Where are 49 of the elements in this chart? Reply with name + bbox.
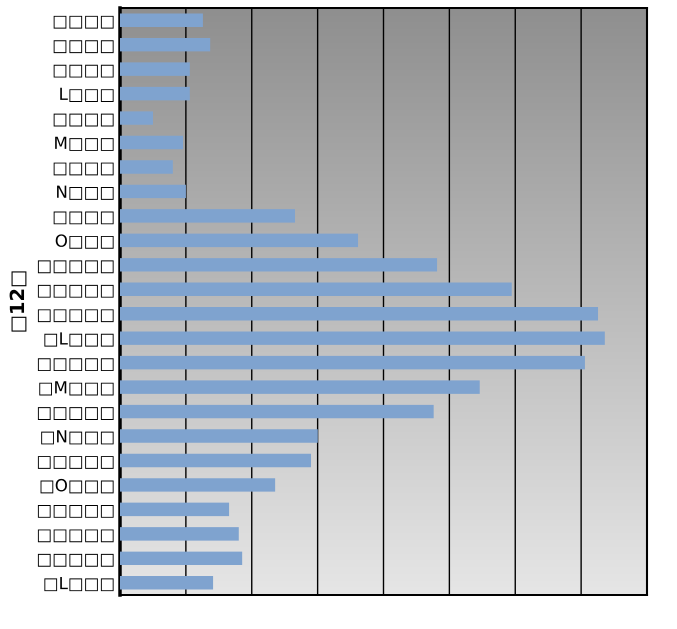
y-tick-label: □□□□□	[38, 309, 114, 322]
bar	[120, 380, 480, 394]
bar	[120, 454, 312, 468]
y-tick-label: □□□□	[54, 114, 114, 126]
bar	[120, 282, 512, 296]
y-tick-label: □□□□□	[38, 284, 114, 298]
y-tick-label: □□□□	[54, 64, 114, 78]
bar	[120, 111, 153, 125]
bar	[120, 576, 214, 590]
bar	[120, 478, 276, 492]
y-axis-title: □12□	[10, 271, 26, 332]
bar	[120, 14, 203, 27]
y-tick-label: □□□□□	[38, 456, 114, 469]
y-tick-label: L□□□	[60, 88, 114, 102]
y-tick-label: □□□□□	[38, 260, 114, 274]
y-tick-label: □M□□□	[39, 381, 114, 396]
y-tick-label: □□□□□	[38, 358, 114, 372]
y-tick-label: O□□□	[56, 234, 114, 249]
y-tick-label: □□□□□	[38, 505, 114, 518]
bar	[120, 331, 605, 345]
bar	[120, 86, 190, 100]
bar	[120, 160, 173, 174]
bar	[120, 38, 210, 52]
bar	[120, 307, 598, 320]
y-tick-label: □□□□	[54, 16, 114, 29]
y-tick-label: □□□□□	[38, 407, 114, 420]
y-tick-label: M□□□	[55, 136, 114, 151]
bar	[120, 404, 434, 418]
bar	[120, 429, 318, 443]
bar	[120, 184, 186, 198]
y-tick-label: □□□□□	[38, 529, 114, 542]
y-tick-label: □N□□□	[41, 430, 114, 444]
bar	[120, 234, 358, 248]
y-tick-label: □□□□	[54, 212, 114, 224]
bar	[120, 502, 230, 516]
y-tick-label: □□□□	[54, 162, 114, 176]
y-tick-label: □L□□□	[44, 332, 114, 347]
y-tick-label: □□□□□	[38, 554, 114, 567]
bar	[120, 136, 184, 150]
y-tick-label: □L□□□	[44, 576, 114, 592]
bar	[120, 552, 242, 566]
bar	[120, 62, 190, 76]
bar	[120, 356, 585, 370]
bar	[120, 209, 296, 223]
bar	[120, 258, 438, 272]
y-tick-label: □□□□	[54, 40, 114, 54]
y-tick-label: N□□□	[57, 186, 114, 200]
y-tick-label: □O□□□	[40, 478, 114, 494]
bar	[120, 527, 239, 541]
